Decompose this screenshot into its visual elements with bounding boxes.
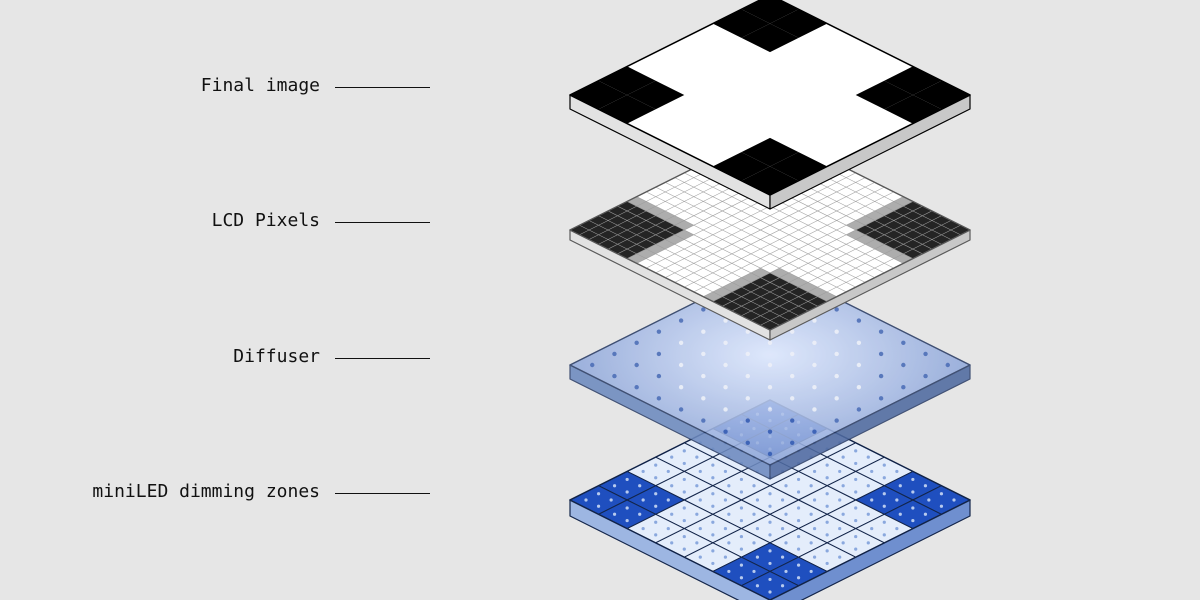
layer-final_image <box>570 0 970 209</box>
label-miniled: miniLED dimming zones <box>92 481 320 502</box>
leader-diffuser <box>335 358 430 359</box>
label-final-image: Final image <box>201 75 320 96</box>
leader-miniled <box>335 493 430 494</box>
leader-final-image <box>335 87 430 88</box>
label-lcd-pixels: LCD Pixels <box>212 210 320 231</box>
exploded-diagram <box>0 0 1200 600</box>
label-diffuser: Diffuser <box>233 346 320 367</box>
leader-lcd-pixels <box>335 222 430 223</box>
